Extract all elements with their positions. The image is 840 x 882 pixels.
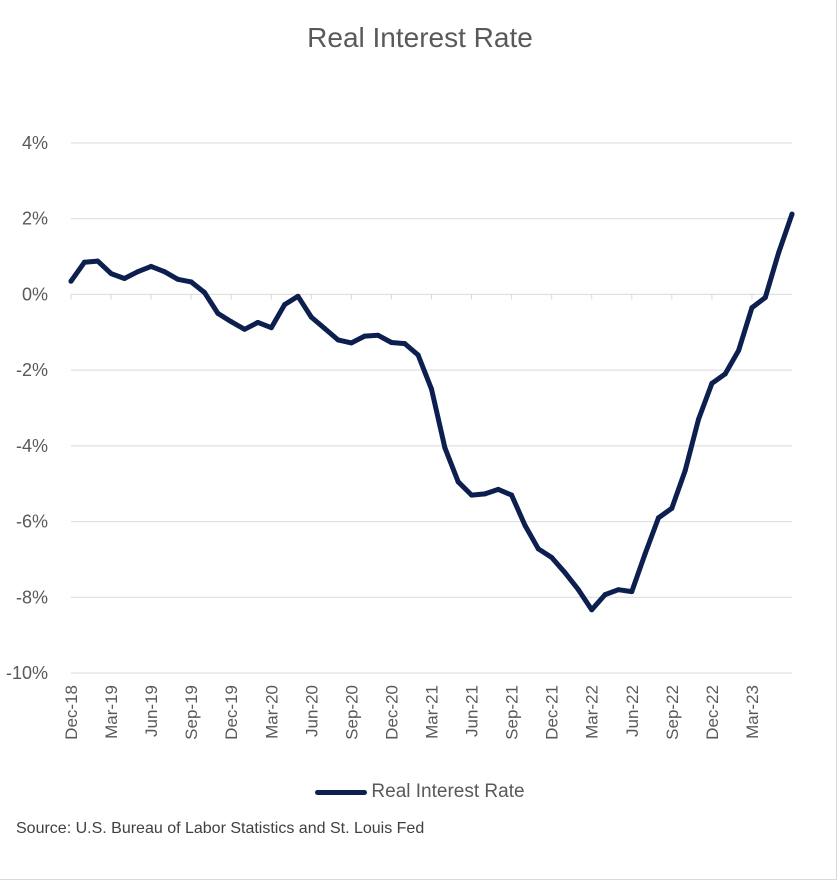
data-point: [442, 445, 448, 451]
data-point: [282, 302, 288, 308]
data-point: [308, 314, 314, 320]
x-axis-ticks: Dec-18 Mar-19 Jun-19 Sep-19 Dec-19 Mar-20 Jun-…: [62, 294, 762, 740]
y-tick-label: 2%: [22, 209, 48, 229]
data-point: [121, 276, 127, 282]
series-line: [68, 211, 795, 613]
data-point: [696, 416, 702, 422]
data-point: [655, 515, 661, 521]
y-tick-label: -10%: [6, 663, 48, 683]
data-point: [322, 326, 328, 331]
data-point: [188, 279, 194, 285]
data-point: [762, 294, 768, 300]
x-tick-label: Mar-22: [583, 685, 602, 739]
data-point: [81, 259, 87, 265]
data-point: [375, 332, 381, 338]
x-tick-label: Mar-20: [262, 685, 281, 739]
y-tick-label: -4%: [16, 436, 48, 456]
data-point: [562, 570, 568, 576]
x-tick-label: Sep-20: [342, 685, 361, 740]
data-point: [215, 310, 221, 316]
x-tick-label: Dec-21: [543, 685, 562, 740]
data-point: [535, 546, 541, 552]
y-tick-label: -6%: [16, 512, 48, 532]
y-tick-label: 0%: [22, 284, 48, 304]
source-note: Source: U.S. Bureau of Labor Statistics …: [16, 820, 425, 837]
y-tick-label: -2%: [16, 360, 48, 380]
data-point: [495, 486, 501, 492]
data-point: [108, 271, 114, 277]
data-point: [629, 589, 635, 595]
x-tick-label: Jun-20: [302, 685, 321, 737]
x-tick-label: Mar-23: [743, 685, 762, 739]
x-tick-label: Jun-21: [463, 685, 482, 737]
x-tick-label: Sep-19: [182, 685, 201, 740]
data-point: [522, 522, 528, 528]
data-point: [509, 492, 515, 498]
data-point: [429, 386, 434, 392]
data-point: [682, 467, 688, 473]
data-point: [268, 325, 274, 331]
data-point: [295, 293, 301, 299]
data-point: [202, 290, 208, 296]
data-point: [789, 211, 795, 217]
x-tick-label: Dec-18: [62, 685, 81, 740]
data-point: [482, 491, 488, 497]
y-tick-label: 4%: [22, 133, 48, 153]
data-point: [589, 607, 595, 613]
data-point: [455, 479, 461, 485]
data-point: [362, 333, 368, 339]
data-point: [602, 592, 608, 598]
data-point: [575, 587, 581, 593]
series-layer: [68, 211, 795, 613]
data-point: [161, 269, 167, 275]
x-tick-label: Dec-19: [222, 685, 241, 740]
data-point: [549, 555, 555, 561]
data-point: [335, 337, 341, 343]
data-point: [642, 551, 648, 557]
data-point: [776, 250, 782, 256]
legend-swatch: [315, 789, 368, 795]
x-tick-label: Jun-19: [142, 685, 161, 737]
data-point: [242, 326, 248, 332]
data-point: [148, 263, 154, 269]
data-point: [749, 305, 755, 311]
y-tick-label: -8%: [16, 587, 48, 607]
data-point: [348, 340, 354, 346]
data-point: [669, 505, 675, 511]
x-tick-label: Mar-21: [423, 685, 442, 739]
data-point: [175, 276, 181, 282]
x-tick-label: Mar-19: [102, 685, 121, 739]
x-tick-label: Dec-22: [703, 685, 722, 740]
x-tick-label: Dec-20: [382, 685, 401, 740]
x-tick-label: Jun-22: [623, 685, 642, 737]
data-point: [736, 347, 742, 353]
chart-title: Real Interest Rate: [307, 22, 533, 53]
x-tick-label: Sep-22: [663, 685, 682, 740]
data-point: [228, 319, 234, 325]
x-tick-label: Sep-21: [503, 685, 522, 740]
legend-label: Real Interest Rate: [371, 781, 525, 802]
data-point: [722, 371, 728, 377]
data-point: [255, 319, 261, 325]
gridlines: [71, 142, 792, 674]
data-point: [68, 278, 74, 284]
data-point: [135, 269, 141, 275]
data-point: [615, 587, 621, 593]
data-point: [709, 380, 715, 386]
y-axis-ticks: 4% 2% 0% -2% -4% -6% -8% -10%: [6, 133, 48, 683]
data-point: [469, 492, 475, 498]
data-point: [402, 341, 408, 347]
legend: Real Interest Rate: [0, 781, 840, 803]
data-point: [95, 258, 101, 264]
data-point: [388, 340, 394, 346]
data-point: [415, 352, 421, 358]
